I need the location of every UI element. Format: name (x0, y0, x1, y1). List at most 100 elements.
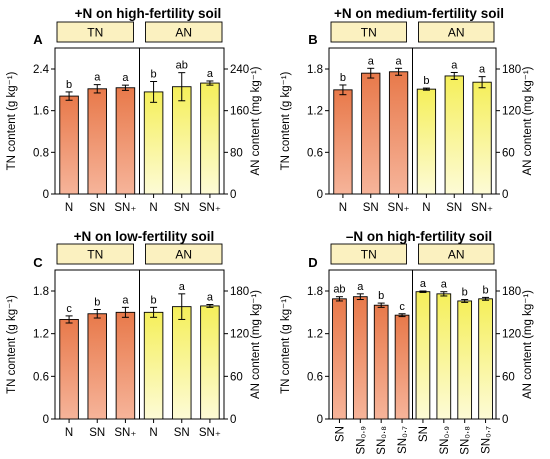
y-tick-label-left: 0.8 (33, 147, 49, 159)
x-tick-label: SN₀.₈ (376, 426, 388, 455)
x-tick-label: SN (174, 202, 190, 214)
tn-significance-letter: ab (333, 284, 345, 296)
y-tick-label-right: 180 (230, 286, 249, 298)
panel-title: +N on low-fertility soil (74, 229, 215, 244)
x-tick-label: SN (334, 426, 346, 442)
x-tick-label: SN (89, 427, 105, 439)
y-tick-label-right: 60 (502, 371, 515, 383)
header-label-tn: TN (87, 26, 103, 40)
x-tick-label: N (65, 427, 73, 439)
an-bar (172, 86, 192, 195)
tn-bar (333, 89, 353, 195)
x-tick-label: N (65, 202, 73, 214)
y-tick-label-right: 80 (230, 147, 243, 159)
x-tick-label: SN₊ (114, 202, 136, 214)
tn-bar (87, 88, 107, 195)
x-tick-label: SN (174, 427, 190, 439)
header-label-tn: TN (87, 248, 103, 262)
y-tick-label-left: 1.2 (33, 329, 49, 341)
tn-significance-letter: a (357, 281, 364, 293)
tn-bar (373, 304, 389, 420)
y-tick-label-right: 0 (230, 189, 236, 201)
tn-bar (361, 72, 381, 195)
x-tick-label: SN₀.₉ (355, 426, 367, 455)
tn-bar (332, 298, 347, 420)
an-significance-letter: a (420, 278, 427, 290)
chart-panel-c: +N on low-fertility soil C TN AN 0 0.6 1.2 1.8 0… (6, 229, 262, 439)
x-tick-label: SN (418, 426, 430, 442)
tn-bar (115, 311, 136, 420)
an-bar (415, 291, 431, 420)
x-tick-label: SN₊ (114, 427, 136, 439)
x-tick-label: SN₊ (199, 202, 221, 214)
header-box-an (145, 243, 223, 265)
header-box-tn (56, 243, 134, 265)
tn-significance-letter: b (94, 296, 100, 308)
tn-bar (388, 71, 409, 195)
y-tick-label-left: 1.2 (307, 329, 323, 341)
x-tick-label: SN₀.₉ (439, 426, 451, 455)
panel-title: –N on high-fertility soil (346, 229, 492, 244)
x-tick-label: N (339, 202, 347, 214)
tn-bar (394, 314, 410, 420)
y-tick-label-left: 0.6 (307, 147, 323, 159)
header-label-tn: TN (361, 248, 377, 262)
an-bar (416, 88, 437, 195)
y-tick-label-left: 1.8 (307, 64, 323, 76)
y-tick-label-right: 120 (230, 329, 249, 341)
tn-significance-letter: a (368, 55, 375, 67)
tn-significance-letter: b (66, 79, 72, 91)
y-tick-label-right: 240 (230, 64, 249, 76)
header-box-an (418, 243, 495, 265)
an-bar (172, 306, 192, 420)
header-box-tn (330, 243, 407, 265)
y-tick-label-left: 0.6 (33, 371, 49, 383)
y-axis-label-right: AN content (mg kg⁻¹) (250, 290, 262, 399)
x-tick-label: N (149, 202, 157, 214)
an-bar (478, 298, 493, 420)
x-tick-label: SN₊ (199, 427, 221, 439)
tn-significance-letter: c (399, 301, 405, 313)
panel-letter: D (308, 255, 317, 270)
y-tick-label-left: 2.4 (33, 64, 50, 76)
y-axis-label-right: AN content (mg kg⁻¹) (522, 290, 534, 399)
y-axis-label-right: AN content (mg kg⁻¹) (250, 66, 262, 175)
an-significance-letter: a (441, 279, 448, 291)
header-box-tn (56, 21, 134, 43)
tn-significance-letter: a (396, 55, 403, 67)
chart-panel-d: –N on high-fertility soil D TN AN 0 0.6 1.2 1.8… (280, 229, 534, 455)
an-bar (143, 91, 164, 195)
y-tick-label-left: 0 (43, 189, 49, 201)
tn-bar (59, 318, 79, 420)
header-label-an: AN (175, 248, 192, 262)
y-tick-label-left: 1.8 (33, 286, 49, 298)
y-axis-label-left: TN content (g kg⁻¹) (6, 71, 18, 170)
an-significance-letter: b (151, 294, 157, 306)
y-tick-label-left: 1.8 (307, 286, 323, 298)
an-significance-letter: b (483, 284, 489, 296)
tn-bar (115, 87, 136, 195)
panel-title: +N on high-fertility soil (75, 6, 222, 21)
an-bar (200, 82, 220, 195)
panel-letter: A (33, 32, 43, 47)
tn-bar (352, 296, 368, 420)
y-axis-label-left: TN content (g kg⁻¹) (280, 295, 292, 394)
x-tick-label: SN₊ (471, 202, 493, 214)
y-tick-label-right: 0 (502, 414, 508, 426)
panel-letter: B (308, 32, 317, 47)
tn-significance-letter: a (94, 72, 101, 84)
panel-letter: C (33, 255, 43, 270)
y-tick-label-right: 180 (502, 64, 521, 76)
header-label-tn: TN (361, 26, 377, 40)
panel-title: +N on medium-fertility soil (334, 6, 504, 21)
header-box-tn (330, 21, 407, 43)
x-tick-label: SN₀.₇ (481, 426, 493, 454)
y-tick-label-right: 60 (502, 147, 515, 159)
x-tick-label: SN (89, 202, 105, 214)
y-tick-label-right: 120 (502, 329, 521, 341)
x-tick-label: N (149, 427, 157, 439)
y-axis-label-right: AN content (mg kg⁻¹) (522, 66, 534, 175)
an-bar (444, 75, 464, 195)
an-significance-letter: a (207, 292, 214, 304)
